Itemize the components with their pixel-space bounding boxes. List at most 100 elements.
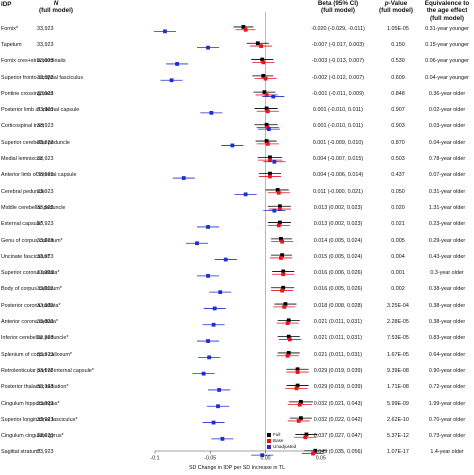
row-label: Cingulum hippocampus* (1, 400, 60, 407)
row-label: Corticospinal tract (1, 123, 45, 130)
row-eq: 1.4-year older (430, 449, 464, 456)
row-label: Pontine crossing tract (1, 90, 53, 97)
row-n: 33,923 (37, 156, 54, 163)
point-unadjusted (195, 241, 199, 246)
point-full (262, 90, 267, 95)
row-n: 33,923 (37, 172, 54, 179)
p-value-header-title: p-Value (384, 0, 408, 7)
row-label: Sagittal stratum* (1, 449, 41, 456)
point-base (280, 239, 285, 244)
row-n: 33,923 (37, 270, 54, 277)
row-n: 33,923 (37, 25, 54, 32)
row-n: 33,923 (37, 221, 54, 228)
row-n: 33,923 (37, 302, 54, 309)
row-label: Posterior corona radiata* (1, 302, 61, 309)
legend-swatch-base (267, 439, 271, 443)
row-beta: 0.004 (-0.007, 0.015) (312, 156, 364, 163)
point-base (268, 174, 272, 179)
beta-header-sub: (full model) (321, 7, 355, 15)
row-label: Superior cerebellar peduncle (1, 139, 70, 146)
point-full (281, 269, 286, 274)
row-label: External capsule* (1, 221, 43, 228)
point-full (279, 236, 283, 241)
idp-header: IDP (1, 1, 12, 8)
point-full (280, 253, 285, 258)
row-label: Posterior limb of internal capsule (1, 107, 80, 114)
row-p: 7.53E-05 (387, 335, 409, 342)
point-unadjusted (206, 273, 210, 278)
row-p: 9.39E-08 (387, 367, 409, 374)
point-full (268, 171, 272, 176)
row-beta: 0.001 (-0.009, 0.010) (312, 139, 364, 146)
point-full (283, 302, 288, 306)
row-p: 1.05E-05 (387, 25, 409, 32)
row-eq: 0.72-year older (428, 384, 466, 391)
row-n: 33,923 (37, 139, 54, 146)
point-unadjusted (216, 404, 220, 409)
point-unadjusted (217, 388, 222, 392)
row-eq: 0.31-year older (428, 188, 466, 195)
row-p: 0.848 (391, 90, 405, 97)
row-p: 0.530 (391, 58, 405, 65)
row-label: Medial lemniscus (1, 156, 43, 163)
row-p: 5.99E-09 (387, 400, 409, 407)
row-n: 33,923 (37, 433, 54, 440)
row-beta: 0.011 (-0.000, 0.021) (313, 188, 363, 195)
row-label: Uncinate fasciculus* (1, 253, 50, 260)
row-beta: 0.021 (0.011, 0.031) (313, 351, 363, 358)
row-label: Anterior limb of internal capsule (1, 172, 77, 179)
row-label: Superior fronto-occipital fasciculus (1, 74, 84, 81)
row-beta: 0.004 (-0.006, 0.014) (312, 172, 364, 179)
point-unadjusted (260, 453, 265, 458)
row-n: 33,923 (37, 74, 54, 81)
row-n: 33,923 (37, 107, 54, 114)
row-beta: 0.018 (0.008, 0.028) (313, 302, 363, 309)
point-full (241, 25, 246, 29)
point-full (298, 399, 303, 404)
row-beta: 0.013 (0.002, 0.023) (313, 221, 363, 228)
row-eq: 0.38-year older (428, 319, 466, 326)
point-unadjusted (212, 306, 217, 311)
row-label: Cingulum cingulate gyrus* (1, 433, 64, 440)
point-unadjusted (211, 322, 216, 327)
point-unadjusted (243, 192, 248, 197)
row-p: 0.050 (391, 188, 405, 195)
n-header: N (full model) (31, 0, 81, 15)
point-full (286, 351, 291, 355)
point-base (280, 288, 285, 293)
row-label: Superior longitudinal fasciculus* (1, 416, 78, 423)
row-beta: -0.002 (-0.012, 0.007) (311, 74, 365, 81)
row-eq: 0.38-year older (428, 302, 466, 309)
point-full (261, 73, 266, 78)
legend: Full Base Unadjusted (267, 432, 296, 450)
point-unadjusted (230, 143, 235, 148)
row-eq: 0.90-year older (428, 367, 466, 374)
row-p: 0.005 (391, 237, 405, 244)
row-beta: -0.003 (-0.013, 0.007) (311, 58, 365, 65)
row-label: Body of corpus callosum* (1, 286, 62, 293)
point-unadjusted (206, 45, 210, 50)
point-base (268, 158, 272, 163)
row-n: 33,923 (37, 58, 54, 65)
row-eq: 0.15-year younger (425, 41, 469, 48)
row-p: 0.870 (391, 139, 405, 146)
point-full (295, 367, 300, 372)
row-eq: 0.38-year older (428, 286, 466, 293)
point-full (260, 57, 265, 62)
x-tick-label: -0.1 (151, 456, 160, 462)
row-n: 33,923 (37, 400, 54, 407)
point-full (298, 416, 303, 421)
row-beta: 0.001 (-0.010, 0.011) (313, 107, 363, 114)
row-eq: 0.02-year older (428, 107, 466, 114)
point-base (303, 435, 308, 440)
point-base (279, 256, 283, 260)
row-p: 0.437 (391, 172, 405, 179)
point-full (277, 204, 282, 209)
row-label: Cerebral peduncle (1, 188, 46, 195)
row-p: 0.907 (391, 107, 405, 114)
legend-item-full: Full (267, 432, 296, 438)
row-n: 33,923 (37, 319, 54, 326)
x-tick-label: 0.00 (260, 456, 270, 462)
x-tick-label: -0.05 (204, 456, 216, 462)
